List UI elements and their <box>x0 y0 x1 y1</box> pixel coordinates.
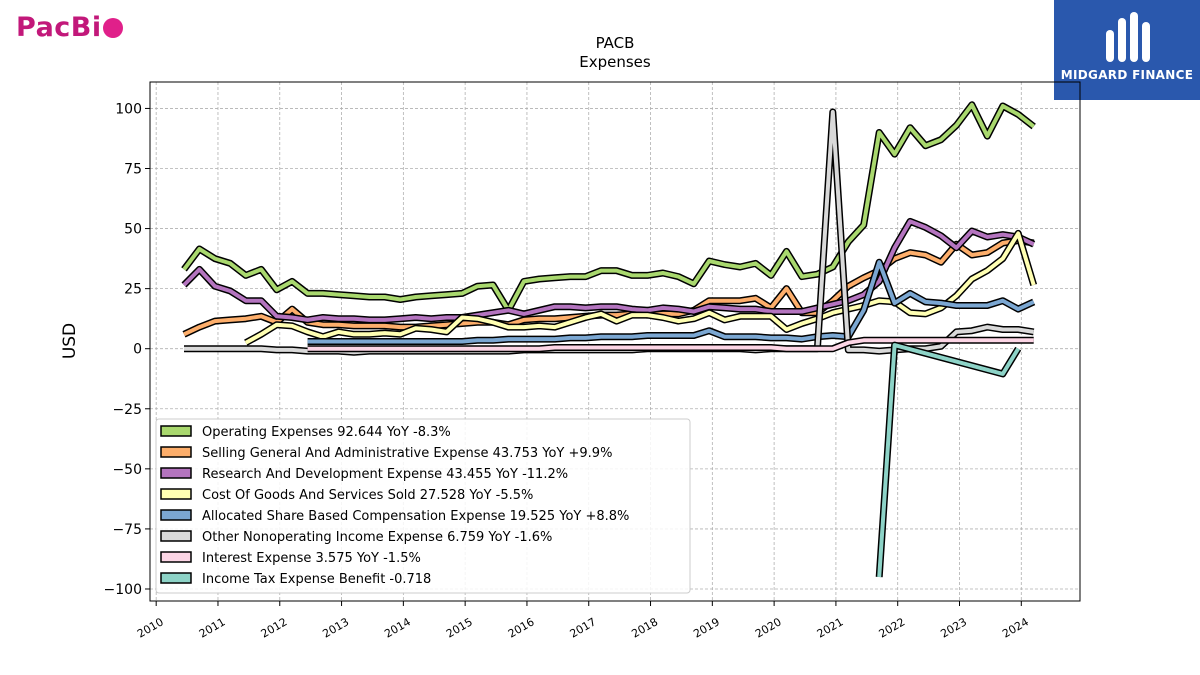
x-tick-label: 2020 <box>753 615 784 640</box>
series-income-tax-expense-benefit <box>875 341 1022 578</box>
y-tick-label: −75 <box>112 522 142 538</box>
series-research-and-development-expense <box>181 217 1036 324</box>
series-interest-expense <box>307 336 1034 353</box>
legend-box <box>155 418 691 594</box>
legend-swatch <box>160 509 192 521</box>
series-cost-of-goods-and-services-sold <box>244 229 1038 346</box>
y-axis-label: USD <box>60 323 80 359</box>
y-tick-label: −50 <box>112 462 142 478</box>
legend-swatch <box>160 572 192 584</box>
x-tick-label: 2023 <box>938 615 969 640</box>
legend: Operating Expenses 92.644 YoY -8.3% Selli… <box>155 418 691 594</box>
legend-entry: Other Nonoperating Income Expense 6.759 … <box>202 530 552 545</box>
x-tick-label: 2012 <box>259 615 290 640</box>
series-line <box>182 102 1035 313</box>
legend-swatch <box>160 425 192 437</box>
watermark-text: MIDGARD FINANCE <box>1060 68 1194 82</box>
series-line-outline <box>875 341 1022 578</box>
x-tick-label: 2017 <box>568 615 599 640</box>
x-tick-label: 2018 <box>629 615 660 640</box>
legend-entry: Cost Of Goods And Services Sold 27.528 Y… <box>202 488 533 503</box>
x-tick-label: 2024 <box>1000 615 1031 640</box>
y-tick-label: 75 <box>124 162 142 178</box>
legend-entry: Selling General And Administrative Expen… <box>202 446 612 461</box>
series-line <box>182 219 1035 322</box>
x-tick-label: 2010 <box>135 615 166 640</box>
series-allocated-share-based-compensation-expense <box>307 258 1036 345</box>
legend-swatch <box>160 551 192 563</box>
chart-title: PACB <box>596 34 635 52</box>
y-tick-label: −25 <box>112 402 142 418</box>
legend-swatch <box>160 488 192 500</box>
y-tick-label: 50 <box>124 222 142 238</box>
series-layer <box>181 101 1038 578</box>
legend-swatch <box>160 467 192 479</box>
legend-entry: Operating Expenses 92.644 YoY -8.3% <box>202 425 451 440</box>
series-line <box>244 231 1036 345</box>
x-tick-label: 2022 <box>877 615 908 640</box>
y-tick-label: 25 <box>124 282 142 298</box>
x-tick-label: 2016 <box>506 615 537 640</box>
legend-entry: Income Tax Expense Benefit -0.718 <box>202 572 431 587</box>
legend-swatch <box>160 446 192 458</box>
x-tick-label: 2019 <box>691 615 722 640</box>
y-tick-label: 100 <box>115 101 142 117</box>
x-tick-label: 2014 <box>382 615 413 640</box>
midgard-logo-icon <box>1106 12 1150 62</box>
pacbio-logo: PacBi <box>16 12 123 43</box>
series-line <box>877 343 1020 578</box>
legend-entry: Research And Development Expense 43.455 … <box>202 467 568 482</box>
legend-entry: Interest Expense 3.575 YoY -1.5% <box>202 551 421 566</box>
plot-frame <box>149 81 1081 602</box>
y-tick-label: 0 <box>133 342 142 358</box>
series-operating-expenses <box>181 101 1036 314</box>
series-line <box>307 338 1034 351</box>
legend-entry: Allocated Share Based Compensation Expen… <box>202 509 629 524</box>
chart-subtitle: Expenses <box>579 53 651 71</box>
x-tick-label: 2011 <box>197 615 228 640</box>
legend-swatch <box>160 530 192 542</box>
x-tick-label: 2015 <box>444 615 475 640</box>
series-line <box>307 260 1035 344</box>
x-tick-label: 2021 <box>815 615 846 640</box>
x-tick-label: 2013 <box>320 615 351 640</box>
y-tick-label: −100 <box>104 582 142 598</box>
midgard-finance-watermark: MIDGARD FINANCE <box>1054 0 1200 100</box>
